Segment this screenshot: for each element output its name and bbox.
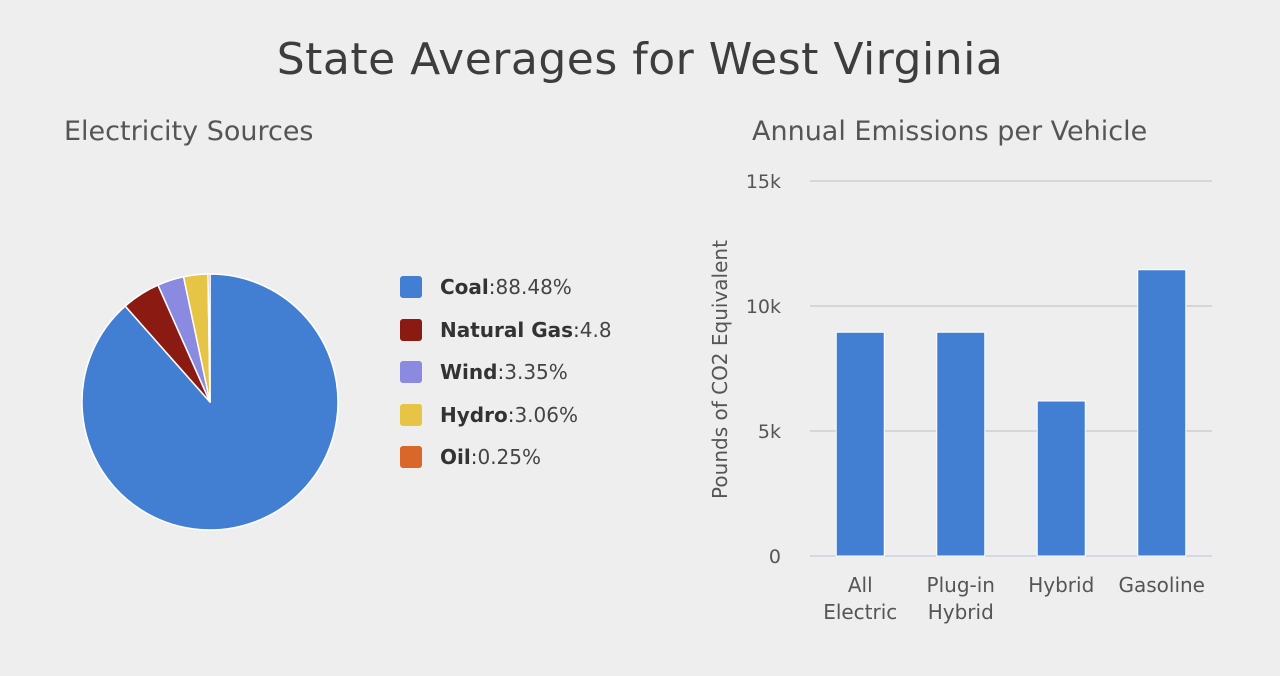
legend-swatch-hydro xyxy=(400,403,422,426)
legend-item-coal[interactable]: Coal: 88.48% xyxy=(400,276,616,299)
legend-label: Coal xyxy=(440,276,489,299)
electricity-sources-pie-chart xyxy=(81,273,339,531)
legend-label: Wind xyxy=(440,360,498,384)
legend-value: 0.25% xyxy=(477,445,542,469)
bar-all-electric[interactable] xyxy=(835,331,885,557)
legend-label: Hydro xyxy=(440,402,508,427)
bar-plug-in-hybrid[interactable] xyxy=(936,331,986,557)
legend-value: 3.06% xyxy=(514,402,578,427)
legend-value: 88.48% xyxy=(495,276,572,299)
pie-chart-title: Electricity Sources xyxy=(64,116,314,147)
y-tick-label: 15k xyxy=(746,171,781,193)
bar-chart-title: Annual Emissions per Vehicle xyxy=(752,116,1148,147)
legend-item-natural-gas[interactable]: Natural Gas: 4.8 xyxy=(400,317,616,342)
y-axis-label: Pounds of CO2 Equivalent xyxy=(708,240,732,499)
legend-label: Oil xyxy=(440,445,471,469)
x-tick-label: Plug-in Hybrid xyxy=(927,573,995,624)
legend-swatch-coal xyxy=(400,276,422,298)
y-tick-label: 5k xyxy=(758,421,781,443)
legend-value: 3.35% xyxy=(504,360,568,384)
page-title: State Averages for West Virginia xyxy=(276,34,1004,85)
pie-slice-oil[interactable] xyxy=(207,273,211,403)
annual-emissions-bar-chart: 0 5k 10k 15k All Electric Plug-in Hybrid Hybrid G… xyxy=(708,171,1212,624)
legend-item-wind[interactable]: Wind: 3.35% xyxy=(400,360,616,384)
legend-item-hydro[interactable]: Hydro: 3.06% xyxy=(400,402,616,427)
bar-gasoline[interactable] xyxy=(1137,269,1187,557)
x-tick-label: Gasoline xyxy=(1118,573,1205,597)
x-tick-label: Hybrid xyxy=(1028,573,1094,597)
y-tick-label: 0 xyxy=(769,546,781,568)
pie-legend: Coal: 88.48% Natural Gas: 4.8 Wind: 3.35… xyxy=(400,276,616,489)
legend-swatch-wind xyxy=(400,361,422,383)
legend-item-oil[interactable]: Oil: 0.25% xyxy=(400,445,616,469)
legend-value: 4.8 xyxy=(579,317,612,342)
legend-swatch-oil xyxy=(400,446,422,468)
y-tick-label: 10k xyxy=(746,296,781,318)
legend-label: Natural Gas xyxy=(440,317,574,342)
legend-swatch-natural-gas xyxy=(400,318,422,341)
bar-hybrid[interactable] xyxy=(1036,400,1086,557)
x-tick-label: All Electric xyxy=(823,573,897,624)
